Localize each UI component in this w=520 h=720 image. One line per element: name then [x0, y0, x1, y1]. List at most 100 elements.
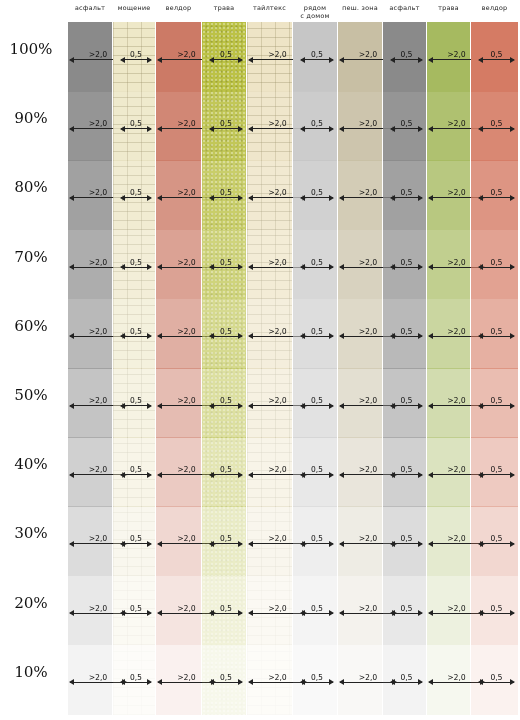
swatch-fill [338, 575, 382, 646]
swatch-fill [156, 22, 201, 92]
dimension-line [249, 335, 306, 337]
swatch-cell: >2,0 [427, 298, 485, 369]
dimension-line [340, 197, 396, 199]
dimension-label: 0,5 [400, 257, 413, 267]
swatch-cell: >2,0 [427, 91, 485, 161]
arrow-left-icon [209, 610, 214, 617]
swatch-fill [247, 506, 292, 577]
dimension-label: 0,5 [130, 534, 142, 544]
arrow-left-icon [69, 610, 74, 617]
swatch-cell: >2,0 [427, 229, 485, 300]
dimension-label: 0,5 [311, 119, 323, 129]
dimension-label: >2,0 [358, 326, 378, 336]
dimension-label: 0,5 [220, 50, 232, 59]
swatch-column: 0,5 0,5 0,5 0,5 0,5 0,5 0,5 0,5 0,5 0,5 [113, 22, 155, 715]
swatch-cell: >2,0 [68, 160, 127, 231]
dimension-line [158, 612, 215, 614]
swatch-fill [247, 22, 292, 92]
dimension-line [158, 266, 215, 268]
swatch-fill [338, 506, 382, 577]
arrow-left-icon [209, 264, 214, 271]
swatch-fill [338, 22, 382, 92]
dimension-line [479, 266, 514, 268]
swatch-cell: 0,5 [293, 368, 337, 438]
swatch-cell: >2,0 [247, 644, 307, 715]
arrow-right-icon [238, 471, 243, 478]
swatch-cell: 0,5 [113, 298, 155, 369]
dimension-label: 0,5 [311, 257, 323, 267]
swatch-fill [156, 91, 201, 161]
arrow-right-icon [418, 56, 423, 63]
dimension-label: >2,0 [88, 119, 108, 129]
swatch-cell: 0,5 [383, 368, 426, 438]
arrow-left-icon [339, 125, 344, 132]
swatch-fill [338, 368, 382, 438]
column-header: трава [213, 4, 235, 12]
arrow-left-icon [428, 333, 433, 340]
arrow-right-icon [329, 610, 334, 617]
arrow-left-icon [209, 56, 214, 63]
swatch-cell: >2,0 [338, 575, 397, 646]
swatch-cell: 0,5 [383, 298, 426, 369]
swatch-cell: 0,5 [383, 91, 426, 161]
arrow-left-icon [248, 194, 253, 201]
dimension-line [249, 474, 306, 476]
dimension-line [479, 474, 514, 476]
dimension-line [340, 335, 396, 337]
swatch-cell: >2,0 [68, 298, 127, 369]
swatch-cell: >2,0 [68, 575, 127, 646]
row-label: 20% [14, 593, 48, 612]
swatch-cell: >2,0 [247, 368, 307, 438]
dimension-line [391, 266, 422, 268]
swatch-cell: >2,0 [247, 437, 307, 507]
swatch-cell: >2,0 [427, 506, 485, 577]
arrow-left-icon [209, 125, 214, 132]
dimension-line [391, 405, 422, 406]
arrow-left-icon [339, 471, 344, 478]
swatch-cell: >2,0 [427, 368, 485, 438]
arrow-right-icon [238, 402, 243, 409]
dimension-line [210, 335, 242, 337]
arrow-left-icon [69, 333, 74, 340]
dimension-label: 0,5 [220, 465, 232, 475]
dimension-line [121, 543, 151, 545]
dimension-label: >2,0 [88, 534, 108, 544]
swatch-cell: 0,5 [113, 368, 155, 438]
dimension-line [301, 612, 333, 614]
arrow-right-icon [147, 540, 152, 547]
arrow-right-icon [510, 264, 515, 271]
arrow-right-icon [147, 194, 152, 201]
dimension-line [70, 59, 126, 60]
swatch-cell: 0,5 [383, 644, 426, 715]
swatch-fill [156, 368, 201, 438]
dimension-label: >2,0 [88, 50, 108, 59]
dimension-label: 0,5 [130, 465, 142, 475]
arrow-left-icon [428, 194, 433, 201]
swatch-fill [68, 160, 112, 231]
arrow-left-icon [339, 333, 344, 340]
dimension-label: >2,0 [88, 672, 108, 682]
swatch-fill [68, 298, 112, 369]
swatch-cell: >2,0 [156, 368, 216, 438]
dimension-label: 0,5 [130, 119, 142, 129]
arrow-left-icon [69, 194, 74, 201]
arrow-left-icon [390, 402, 395, 409]
dimension-line [429, 335, 484, 337]
row-label: 80% [14, 178, 48, 197]
arrow-left-icon [209, 402, 214, 409]
swatch-column: 0,5 0,5 0,5 0,5 0,5 0,5 0,5 0,5 0,5 0,5 [383, 22, 426, 715]
swatch-cell: 0,5 [471, 506, 518, 577]
swatch-cell: 0,5 [471, 160, 518, 231]
swatch-cell: >2,0 [427, 644, 485, 715]
swatch-cell: 0,5 [202, 91, 246, 161]
arrow-left-icon [120, 471, 125, 478]
swatch-cell: 0,5 [293, 644, 337, 715]
dimension-label: 0,5 [130, 326, 142, 336]
swatch-cell: 0,5 [471, 437, 518, 507]
dimension-label: >2,0 [88, 603, 108, 613]
arrow-right-icon [418, 194, 423, 201]
swatch-cell: >2,0 [338, 644, 397, 715]
dimension-label: 0,5 [490, 257, 503, 267]
dimension-line [158, 474, 215, 476]
